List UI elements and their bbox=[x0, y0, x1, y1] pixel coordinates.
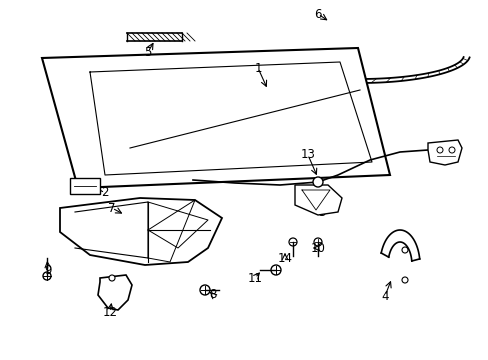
Polygon shape bbox=[60, 198, 222, 265]
Text: 12: 12 bbox=[102, 306, 117, 319]
Circle shape bbox=[288, 238, 296, 246]
Text: 6: 6 bbox=[314, 8, 321, 21]
Text: 11: 11 bbox=[247, 271, 262, 284]
Polygon shape bbox=[98, 275, 132, 310]
Polygon shape bbox=[427, 140, 461, 165]
Circle shape bbox=[312, 177, 323, 187]
Bar bbox=[70, 178, 100, 194]
Text: 5: 5 bbox=[144, 45, 151, 58]
Text: 7: 7 bbox=[108, 202, 116, 215]
Circle shape bbox=[313, 238, 321, 246]
Text: 3: 3 bbox=[318, 206, 325, 219]
Circle shape bbox=[270, 265, 281, 275]
Circle shape bbox=[448, 147, 454, 153]
Polygon shape bbox=[42, 48, 389, 188]
Text: 13: 13 bbox=[300, 148, 315, 162]
Text: 4: 4 bbox=[381, 289, 388, 302]
Text: 2: 2 bbox=[101, 186, 108, 199]
Text: 10: 10 bbox=[310, 242, 325, 255]
Text: 14: 14 bbox=[277, 252, 292, 265]
Circle shape bbox=[43, 272, 51, 280]
Circle shape bbox=[436, 147, 442, 153]
Polygon shape bbox=[294, 185, 341, 215]
Circle shape bbox=[200, 285, 209, 295]
Circle shape bbox=[401, 277, 407, 283]
Text: 9: 9 bbox=[44, 264, 52, 276]
Text: 8: 8 bbox=[209, 288, 216, 302]
Circle shape bbox=[401, 247, 407, 253]
Text: 1: 1 bbox=[254, 62, 261, 75]
Circle shape bbox=[109, 275, 115, 281]
